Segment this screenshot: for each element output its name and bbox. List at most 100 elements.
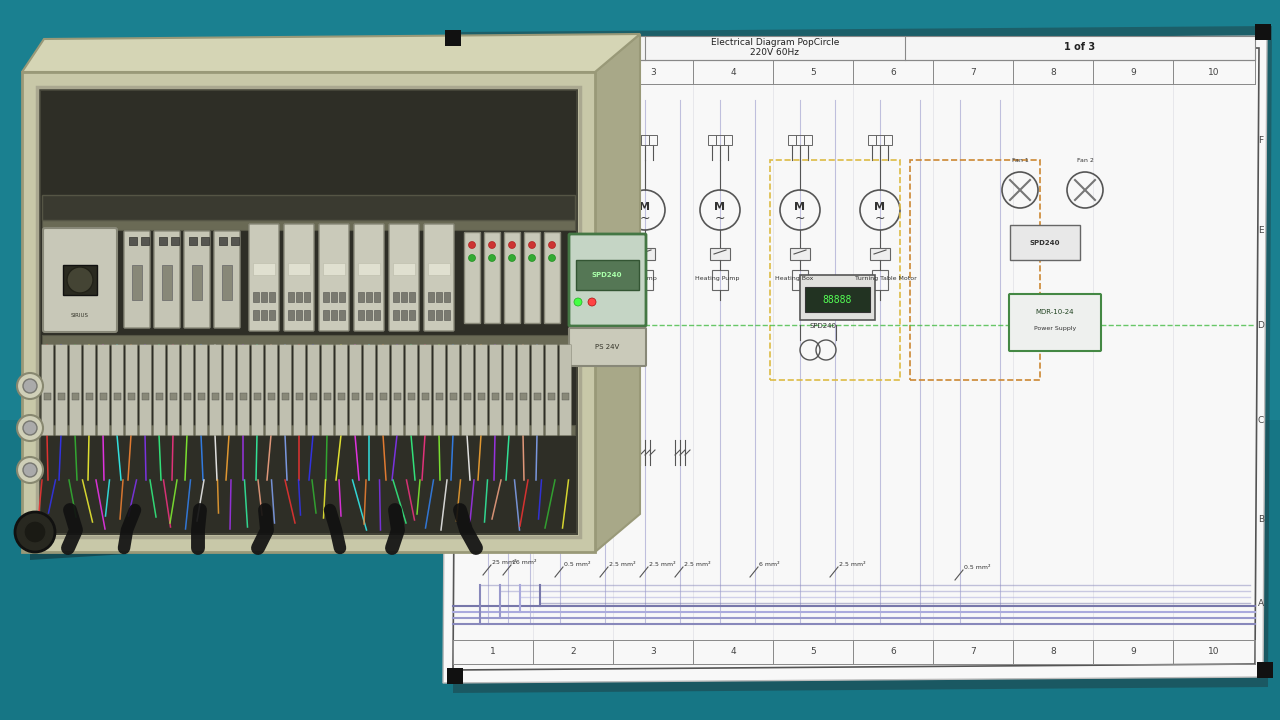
Bar <box>428 292 434 302</box>
Circle shape <box>17 373 44 399</box>
FancyBboxPatch shape <box>111 345 123 436</box>
Bar <box>63 265 97 295</box>
FancyBboxPatch shape <box>83 345 95 436</box>
FancyBboxPatch shape <box>420 345 431 436</box>
Bar <box>428 263 451 275</box>
FancyBboxPatch shape <box>252 345 264 436</box>
Bar <box>436 292 442 302</box>
FancyBboxPatch shape <box>335 345 347 436</box>
Text: Electrical Diagram PopCircle: Electrical Diagram PopCircle <box>710 37 840 47</box>
Bar <box>796 135 804 145</box>
FancyBboxPatch shape <box>525 233 540 323</box>
FancyBboxPatch shape <box>364 345 375 436</box>
Bar <box>451 393 457 400</box>
Bar <box>352 393 358 400</box>
Text: 5: 5 <box>810 647 815 657</box>
Bar <box>804 135 812 145</box>
FancyBboxPatch shape <box>168 345 179 436</box>
Bar <box>141 237 148 245</box>
Text: 2: 2 <box>570 647 576 657</box>
Bar <box>380 393 387 400</box>
FancyBboxPatch shape <box>434 345 445 436</box>
Circle shape <box>24 521 46 543</box>
Bar <box>576 260 639 290</box>
Bar <box>296 393 303 400</box>
Bar <box>332 310 337 320</box>
Text: 0.5 mm²: 0.5 mm² <box>564 562 590 567</box>
Bar <box>310 393 317 400</box>
Bar <box>339 310 346 320</box>
Text: B: B <box>1258 516 1265 524</box>
Circle shape <box>573 298 582 306</box>
Bar <box>323 310 329 320</box>
Bar <box>192 265 202 300</box>
Text: 1: 1 <box>490 647 495 657</box>
Circle shape <box>529 241 535 248</box>
Text: ~: ~ <box>874 212 886 225</box>
Text: 1: 1 <box>490 68 495 76</box>
Text: 3: 3 <box>650 647 655 657</box>
Bar <box>548 393 556 400</box>
Text: Fan 2: Fan 2 <box>1076 158 1093 163</box>
Circle shape <box>489 241 495 248</box>
Bar <box>506 393 513 400</box>
Bar <box>366 310 372 320</box>
Bar <box>261 310 268 320</box>
Bar <box>227 393 233 400</box>
Circle shape <box>508 241 516 248</box>
Polygon shape <box>22 34 640 72</box>
FancyBboxPatch shape <box>490 345 502 436</box>
Text: ~: ~ <box>795 212 805 225</box>
Text: 8: 8 <box>1050 68 1056 76</box>
Polygon shape <box>595 34 640 552</box>
FancyBboxPatch shape <box>184 231 210 328</box>
Bar <box>163 265 172 300</box>
Bar <box>422 393 429 400</box>
Bar <box>868 135 876 145</box>
Circle shape <box>23 463 37 477</box>
Bar <box>159 237 166 245</box>
FancyBboxPatch shape <box>125 345 137 436</box>
Text: Drain Pump: Drain Pump <box>620 276 657 281</box>
Bar <box>323 263 346 275</box>
Circle shape <box>549 241 556 248</box>
Bar <box>268 393 275 400</box>
FancyBboxPatch shape <box>284 224 314 331</box>
Text: Document N°: PopCircle: Document N°: PopCircle <box>498 37 600 47</box>
Bar <box>253 263 275 275</box>
Bar <box>219 237 227 245</box>
Text: 9: 9 <box>1130 68 1135 76</box>
Circle shape <box>468 241 475 248</box>
FancyBboxPatch shape <box>504 345 516 436</box>
Bar <box>649 135 657 145</box>
Text: 0.5 mm²: 0.5 mm² <box>964 565 991 570</box>
Bar <box>712 270 728 290</box>
Bar <box>339 292 346 302</box>
Text: ~: ~ <box>714 212 726 225</box>
Text: 1 of 3: 1 of 3 <box>1065 42 1096 52</box>
Bar <box>436 310 442 320</box>
Bar <box>128 393 134 400</box>
Bar <box>710 248 730 260</box>
Bar <box>44 393 51 400</box>
FancyBboxPatch shape <box>42 345 54 436</box>
Bar <box>394 393 401 400</box>
Text: 25 mm²: 25 mm² <box>492 560 517 565</box>
Bar <box>1257 662 1274 678</box>
Text: Phase Sequence Relay: Phase Sequence Relay <box>462 398 525 403</box>
Bar <box>800 275 876 320</box>
Bar <box>100 393 108 400</box>
Text: SIRIUS: SIRIUS <box>70 312 90 318</box>
FancyBboxPatch shape <box>406 345 417 436</box>
Bar <box>253 292 259 302</box>
FancyBboxPatch shape <box>392 345 403 436</box>
FancyBboxPatch shape <box>224 345 236 436</box>
Bar <box>366 393 372 400</box>
Bar <box>477 393 485 400</box>
Polygon shape <box>443 36 1267 683</box>
FancyBboxPatch shape <box>378 345 389 436</box>
Bar <box>408 393 415 400</box>
Text: M: M <box>714 202 726 212</box>
Bar <box>269 292 275 302</box>
Text: Schematic1: Schematic1 <box>522 48 576 56</box>
